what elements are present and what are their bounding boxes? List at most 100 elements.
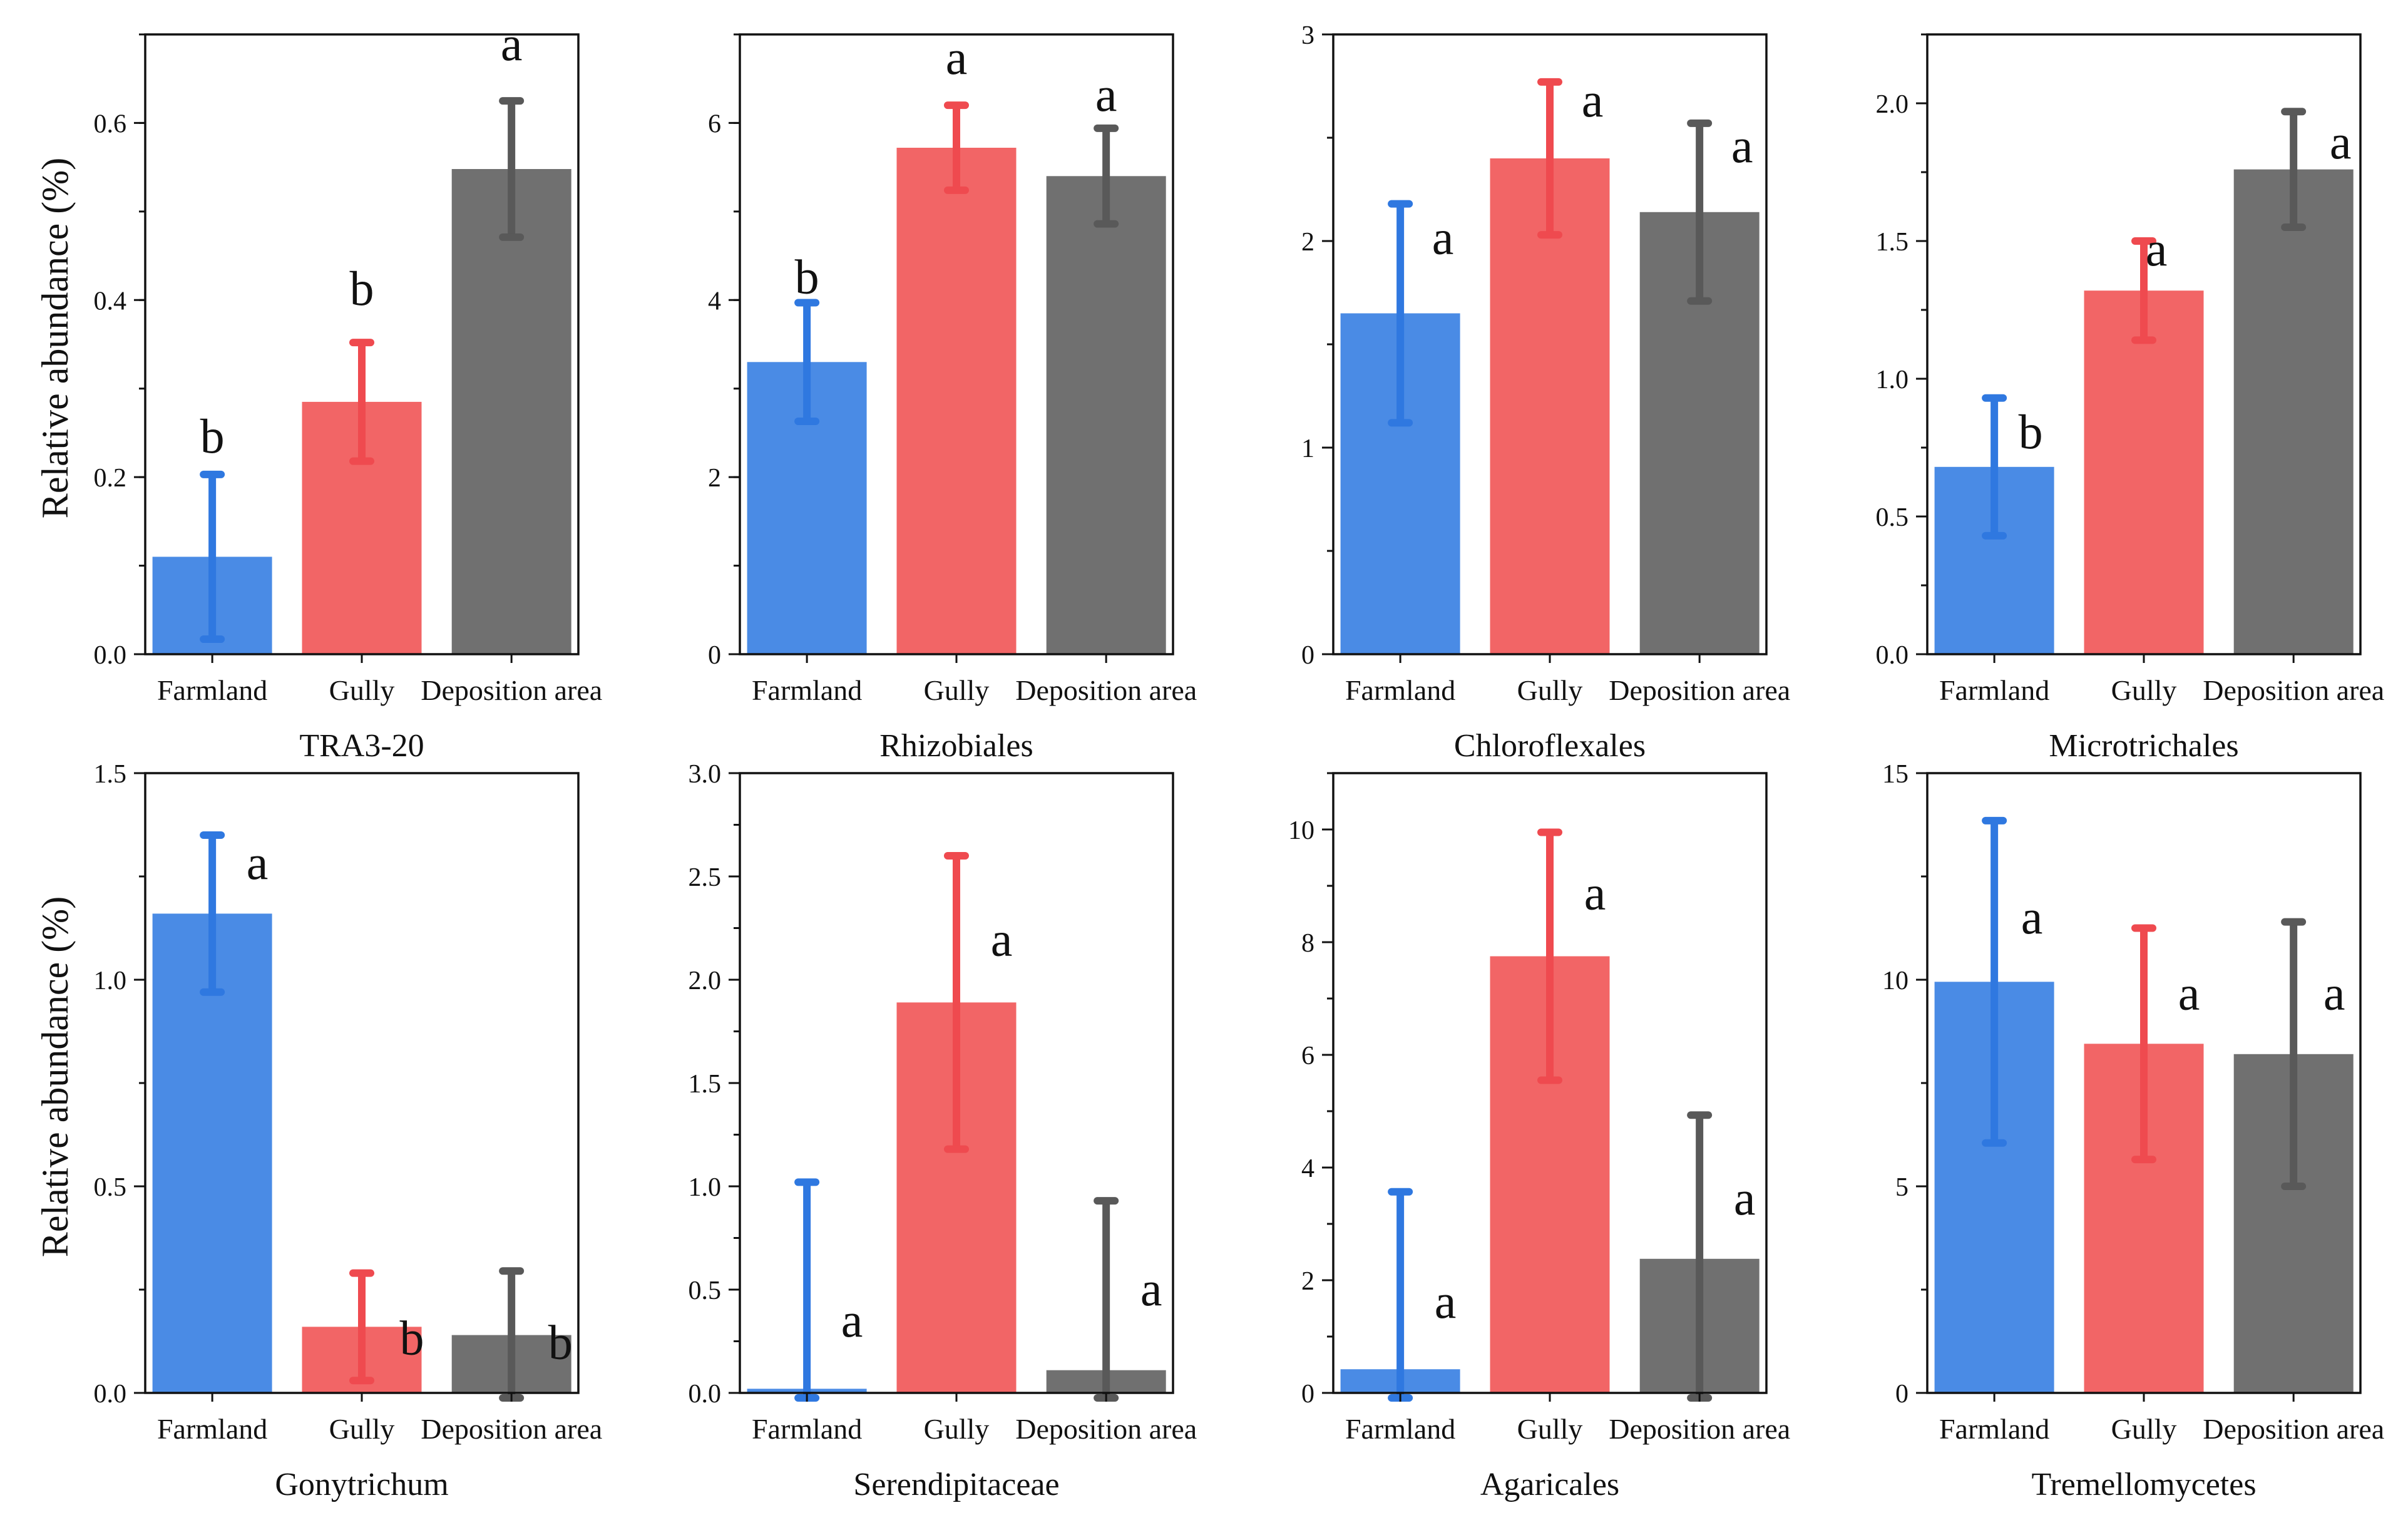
y-tick-label: 0.6	[94, 110, 127, 138]
x-tick-label: Farmland	[157, 674, 267, 706]
y-tick-label: 10	[1288, 816, 1314, 845]
y-tick-label: 2	[1301, 228, 1314, 257]
y-tick-label: 2.0	[689, 967, 722, 995]
y-tick-label: 0.2	[94, 464, 127, 493]
y-tick-label: 0	[1301, 1380, 1314, 1409]
y-tick-label: 0.0	[94, 641, 127, 670]
significance-letter: b	[795, 250, 819, 304]
significance-letter: a	[991, 911, 1013, 966]
panel-title: Agaricales	[1480, 1467, 1619, 1502]
y-tick-label: 0.5	[1876, 503, 1909, 532]
y-tick-label: 1.0	[689, 1173, 722, 1202]
y-tick-label: 0.0	[689, 1380, 722, 1409]
panel-title: Rhizobiales	[879, 728, 1033, 764]
significance-letter: a	[2146, 222, 2168, 276]
y-axis-label: Relative abundance (%)	[34, 158, 76, 518]
y-tick-label: 0	[1895, 1380, 1908, 1409]
x-tick-label: Deposition area	[1015, 674, 1197, 706]
x-tick-label: Farmland	[1345, 674, 1455, 706]
plot-frame	[144, 33, 580, 655]
significance-letter: a	[946, 30, 968, 85]
significance-letter: b	[2019, 404, 2043, 459]
panel-agaricales: a Farmland a Gully a Deposition area 0 2 4 6 8 10 Ag…	[1288, 772, 1790, 1502]
y-tick-label: 0.5	[689, 1276, 722, 1305]
significance-letter: a	[1582, 73, 1604, 127]
y-tick-label: 0.4	[94, 287, 127, 316]
significance-letter: a	[247, 835, 269, 890]
y-tick-label: 0.0	[1876, 641, 1909, 670]
significance-letter: a	[2178, 966, 2200, 1020]
significance-letter: b	[200, 409, 225, 463]
y-axis-label: Relative abundance (%)	[34, 896, 76, 1257]
y-tick-label: 2	[1301, 1267, 1314, 1296]
significance-letter: b	[350, 261, 374, 316]
panel-serendipitaceae: a Farmland a Gully a Deposition area 0.0 0.5 1.0…	[689, 760, 1197, 1502]
y-tick-label: 4	[708, 287, 721, 316]
plot-frame	[144, 772, 580, 1394]
significance-letter: a	[1731, 118, 1753, 173]
y-tick-label: 2	[708, 464, 721, 493]
x-tick-label: Deposition area	[2203, 1413, 2384, 1445]
significance-letter: a	[1584, 866, 1606, 920]
x-tick-label: Deposition area	[2203, 674, 2384, 706]
x-tick-label: Farmland	[1939, 1413, 2049, 1445]
panel-title: Microtrichales	[2049, 728, 2238, 764]
y-tick-label: 0.5	[94, 1173, 127, 1202]
significance-letter: b	[400, 1311, 424, 1365]
y-tick-label: 1.0	[1876, 366, 1909, 394]
significance-letter: a	[1140, 1261, 1162, 1316]
x-tick-label: Gully	[924, 1413, 990, 1445]
y-tick-label: 1.5	[689, 1070, 722, 1099]
y-tick-label: 10	[1882, 967, 1908, 995]
y-tick-label: 6	[1301, 1042, 1314, 1071]
panel-title: TRA3-20	[299, 728, 424, 764]
plot-frame	[739, 772, 1174, 1394]
x-tick-label: Deposition area	[421, 1413, 602, 1445]
plot-frame	[1332, 33, 1768, 655]
x-tick-label: Deposition area	[1609, 674, 1790, 706]
panel-chloroflexales: a Farmland a Gully a Deposition area 0 1 2 3 Chlor…	[1301, 21, 1790, 764]
y-tick-label: 3.0	[689, 760, 722, 789]
y-tick-label: 5	[1895, 1173, 1908, 1202]
y-tick-label: 0.0	[94, 1380, 127, 1409]
y-tick-label: 3	[1301, 21, 1314, 50]
significance-letter: a	[2021, 890, 2043, 944]
y-tick-label: 2.5	[689, 863, 722, 892]
significance-letter: a	[2330, 115, 2352, 169]
significance-letter: b	[548, 1315, 573, 1369]
bar-gully[interactable]	[2084, 290, 2204, 654]
x-tick-label: Deposition area	[421, 674, 602, 706]
bar-gully[interactable]	[1490, 158, 1610, 654]
plot-frame	[1332, 772, 1768, 1394]
bar-deposition-area[interactable]	[2233, 169, 2354, 655]
x-tick-label: Farmland	[1939, 674, 2049, 706]
y-tick-label: 6	[708, 110, 721, 138]
bar-gully[interactable]	[896, 148, 1017, 654]
plot-frame	[1926, 33, 2362, 655]
significance-letter: a	[501, 16, 523, 71]
panel-title: Serendipitaceae	[853, 1467, 1059, 1502]
bar-deposition-area[interactable]	[451, 169, 571, 654]
x-tick-label: Farmland	[752, 674, 862, 706]
panel-title: Chloroflexales	[1454, 728, 1646, 764]
plot-frame	[1926, 772, 2362, 1394]
panel-tremellomycetes: a Farmland a Gully a Deposition area 0 5 10 15 Tre…	[1882, 760, 2384, 1502]
x-tick-label: Farmland	[752, 1413, 862, 1445]
significance-letter: a	[841, 1293, 863, 1347]
panel-title: Tremellomycetes	[2031, 1467, 2256, 1502]
x-tick-label: Gully	[1517, 1413, 1583, 1445]
significance-letter: a	[2323, 966, 2345, 1020]
significance-letter: a	[1095, 67, 1117, 121]
x-tick-label: Gully	[2111, 674, 2177, 706]
x-tick-label: Deposition area	[1609, 1413, 1790, 1445]
significance-letter: a	[1734, 1171, 1756, 1225]
y-tick-label: 1.0	[94, 967, 127, 995]
bar-deposition-area[interactable]	[1046, 176, 1166, 654]
panel-microtrichales: b Farmland a Gully a Deposition area 0.0 0.5 1.0…	[1876, 33, 2384, 764]
y-tick-label: 0	[708, 641, 721, 670]
y-tick-label: 4	[1301, 1154, 1314, 1183]
x-tick-label: Farmland	[157, 1413, 267, 1445]
x-tick-label: Farmland	[1345, 1413, 1455, 1445]
panel-tra3-20: b Farmland b Gully a Deposition area 0.0 0.2 0.4…	[94, 16, 603, 764]
